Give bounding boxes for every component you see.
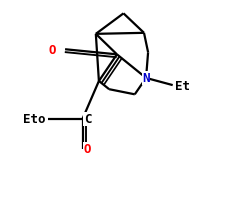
- Text: Eto: Eto: [23, 113, 46, 126]
- Text: O: O: [84, 142, 91, 155]
- Text: O: O: [48, 43, 56, 57]
- Text: C: C: [84, 113, 91, 126]
- Text: N: N: [142, 72, 150, 85]
- Text: Et: Et: [175, 79, 190, 92]
